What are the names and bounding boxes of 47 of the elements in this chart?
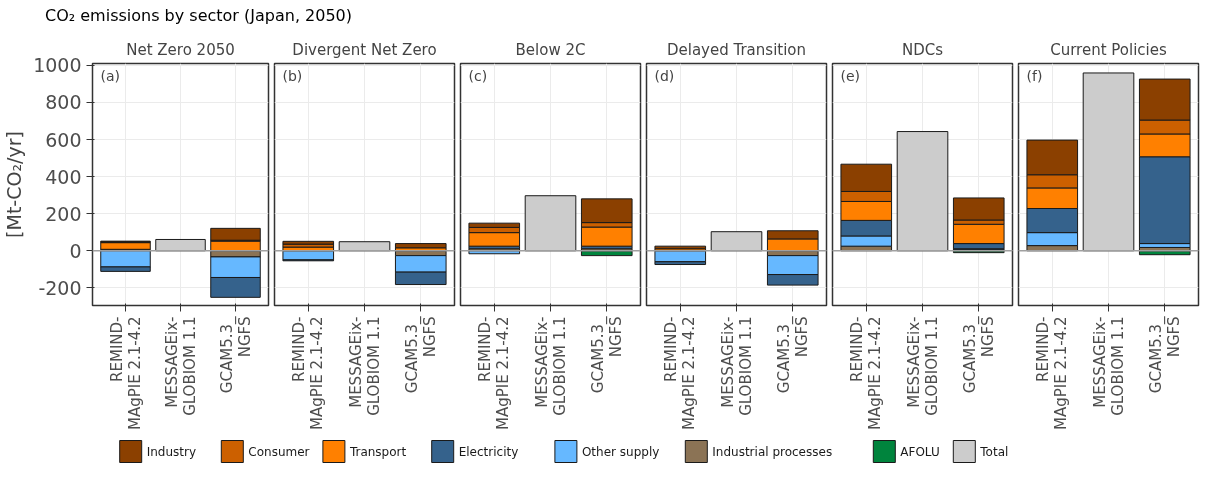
annotation: (d) bbox=[654, 67, 675, 84]
y-axis-title: [Mt-CO₂/yr] bbox=[3, 130, 26, 238]
annotation: (e) bbox=[840, 67, 861, 84]
annotation: (b) bbox=[282, 67, 303, 84]
legend-label: Transport bbox=[348, 444, 407, 459]
x-tick-label: MESSAGEix- GLOBIOM 1.1 bbox=[346, 316, 383, 416]
annotation: (a) bbox=[100, 67, 121, 84]
y-tick-label: 600 bbox=[45, 128, 82, 151]
x-tick-label: GCAM5.3_ NGFS bbox=[402, 315, 439, 393]
chart-subtitle: Current Policies bbox=[1050, 40, 1167, 59]
chart-subtitle: Divergent Net Zero bbox=[292, 40, 437, 59]
x-tick-label: REMIND- MAgPIE 2.1-4.2 bbox=[290, 316, 327, 430]
annotation: (f) bbox=[1026, 67, 1043, 84]
legend-label: Electricity bbox=[458, 444, 519, 459]
x-tick-label: GCAM5.3_ NGFS bbox=[1146, 315, 1183, 393]
x-tick-label: MESSAGEix- GLOBIOM 1.1 bbox=[532, 316, 569, 416]
legend-label: Other supply bbox=[581, 444, 660, 459]
x-tick-label: MESSAGEix- GLOBIOM 1.1 bbox=[718, 316, 755, 416]
chart-subtitle: NDCs bbox=[901, 40, 944, 59]
x-tick-label: REMIND- MAgPIE 2.1-4.2 bbox=[848, 316, 885, 430]
x-tick-label: MESSAGEix- GLOBIOM 1.1 bbox=[904, 316, 941, 416]
legend-label: Industry bbox=[146, 444, 197, 459]
chart-subtitle: Below 2C bbox=[515, 40, 586, 59]
y-tick-label: 1000 bbox=[33, 54, 82, 77]
y-tick-label: -200 bbox=[38, 276, 82, 299]
x-tick-label: GCAM5.3_ NGFS bbox=[217, 315, 254, 393]
x-tick-label: REMIND- MAgPIE 2.1-4.2 bbox=[1034, 316, 1071, 430]
x-tick-label: GCAM5.3_ NGFS bbox=[774, 315, 811, 393]
legend-label: Total bbox=[979, 444, 1009, 459]
legend-label: Industrial processes bbox=[712, 444, 833, 459]
x-tick-label: GCAM5.3_ NGFS bbox=[960, 315, 997, 393]
chart-title: CO₂ emissions by sector (Japan, 2050) bbox=[45, 5, 353, 27]
chart-subtitle: Net Zero 2050 bbox=[126, 40, 235, 59]
x-tick-label: MESSAGEix- GLOBIOM 1.1 bbox=[1090, 316, 1127, 416]
y-tick-label: 400 bbox=[45, 165, 82, 188]
chart-subtitle: Delayed Transition bbox=[666, 40, 807, 59]
y-tick-label: 0 bbox=[69, 239, 82, 262]
x-tick-label: GCAM5.3_ NGFS bbox=[588, 315, 625, 393]
y-tick-label: 200 bbox=[45, 202, 82, 225]
legend-label: AFOLU bbox=[900, 444, 940, 459]
x-tick-label: REMIND- MAgPIE 2.1-4.2 bbox=[476, 316, 513, 430]
x-tick-label: REMIND- MAgPIE 2.1-4.2 bbox=[662, 316, 699, 430]
y-tick-label: 800 bbox=[45, 91, 82, 114]
x-tick-label: MESSAGEix- GLOBIOM 1.1 bbox=[162, 316, 199, 416]
x-tick-label: REMIND- MAgPIE 2.1-4.2 bbox=[107, 316, 144, 430]
annotation: (c) bbox=[468, 67, 488, 84]
legend-label: Consumer bbox=[248, 444, 310, 459]
